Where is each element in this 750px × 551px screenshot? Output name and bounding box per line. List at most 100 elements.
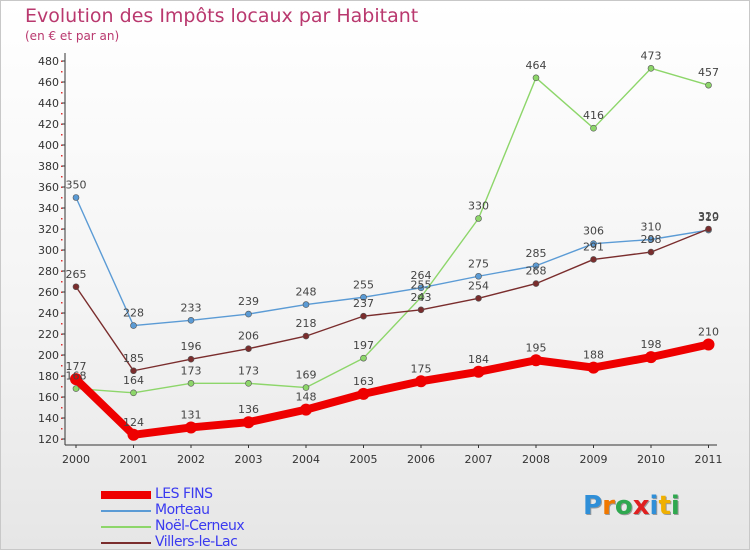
data-label: 124 bbox=[123, 416, 144, 429]
y-axis-minor-dot bbox=[61, 428, 63, 430]
data-label: 164 bbox=[123, 374, 144, 387]
y-axis-minor-dot bbox=[61, 260, 63, 262]
data-point bbox=[532, 262, 540, 270]
y-axis-minor-dot bbox=[61, 144, 63, 146]
data-label: 206 bbox=[238, 330, 259, 343]
data-point bbox=[360, 354, 367, 362]
y-axis-minor-dot bbox=[61, 344, 63, 346]
data-label: 265 bbox=[66, 268, 87, 281]
legend-swatch bbox=[101, 542, 151, 544]
data-point bbox=[72, 194, 80, 201]
data-label: 350 bbox=[66, 179, 87, 192]
data-label: 254 bbox=[468, 279, 489, 292]
data-label: 310 bbox=[641, 221, 662, 234]
y-axis-minor-dot bbox=[61, 438, 63, 440]
data-point bbox=[187, 355, 195, 363]
y-axis-minor-dot bbox=[61, 281, 63, 283]
x-tick-label: 2011 bbox=[695, 453, 723, 466]
x-tick-label: 2002 bbox=[177, 453, 205, 466]
data-point bbox=[360, 293, 367, 301]
data-point bbox=[242, 416, 255, 429]
legend-label: Morteau bbox=[155, 502, 210, 518]
y-axis-minor-dot bbox=[61, 239, 63, 241]
y-axis-minor-dot bbox=[61, 113, 63, 115]
data-point bbox=[417, 293, 425, 301]
y-axis-minor-dot bbox=[61, 186, 63, 188]
y-axis-minor-dot bbox=[61, 323, 63, 325]
legend-label: Villers-le-Lac bbox=[155, 534, 238, 550]
data-label: 285 bbox=[526, 247, 547, 260]
series-les-fins bbox=[70, 338, 715, 441]
x-tick-label: 2008 bbox=[522, 453, 550, 466]
data-point bbox=[72, 385, 80, 392]
y-tick-label: 480 bbox=[38, 55, 59, 68]
series-no-l-cerneux bbox=[72, 65, 712, 397]
data-point bbox=[360, 312, 367, 320]
data-label: 173 bbox=[238, 364, 259, 377]
data-point bbox=[590, 124, 597, 132]
data-point bbox=[645, 351, 657, 364]
data-point bbox=[130, 322, 137, 329]
data-label: 228 bbox=[123, 307, 144, 320]
y-axis-minor-dot bbox=[61, 218, 63, 220]
data-point bbox=[130, 389, 137, 397]
data-point bbox=[532, 280, 540, 287]
y-axis-minor-dot bbox=[61, 71, 63, 73]
data-label: 173 bbox=[181, 364, 202, 377]
data-label: 298 bbox=[641, 233, 662, 246]
data-point bbox=[70, 373, 82, 386]
logo-letter: x bbox=[632, 491, 650, 521]
data-label: 473 bbox=[641, 49, 662, 62]
y-tick-label: 140 bbox=[38, 412, 59, 425]
data-label: 136 bbox=[238, 403, 259, 416]
y-axis-minor-dot bbox=[61, 207, 63, 209]
y-axis-minor-dot bbox=[61, 354, 63, 356]
logo-letter: t bbox=[658, 491, 671, 521]
x-tick-label: 2000 bbox=[62, 453, 90, 466]
x-tick-label: 2010 bbox=[637, 453, 665, 466]
data-label: 198 bbox=[641, 338, 662, 351]
y-axis-minor-dot bbox=[61, 270, 63, 272]
data-label: 131 bbox=[181, 408, 202, 421]
legend: LES FINS Morteau Noël-Cerneux Villers-le-La… bbox=[101, 486, 301, 551]
data-point bbox=[587, 361, 600, 374]
data-label: 306 bbox=[583, 225, 604, 238]
x-tick-label: 2001 bbox=[120, 453, 148, 466]
data-point bbox=[245, 310, 252, 318]
y-tick-label: 460 bbox=[38, 76, 59, 89]
data-point bbox=[590, 240, 597, 247]
legend-swatch bbox=[101, 510, 151, 512]
x-tick-label: 2009 bbox=[580, 453, 608, 466]
data-label: 268 bbox=[526, 265, 547, 278]
data-point bbox=[472, 365, 485, 378]
y-tick-label: 200 bbox=[38, 349, 59, 362]
data-point bbox=[417, 306, 425, 314]
logo-letter: r bbox=[602, 491, 615, 521]
y-axis-minor-dot bbox=[61, 176, 63, 178]
data-label: 291 bbox=[583, 240, 604, 253]
data-point bbox=[302, 332, 310, 340]
data-label: 175 bbox=[411, 362, 432, 375]
data-label: 464 bbox=[526, 59, 547, 72]
data-label: 195 bbox=[526, 341, 547, 354]
data-label: 239 bbox=[238, 295, 259, 308]
y-axis-minor-dot bbox=[61, 123, 63, 125]
logo-letter: P bbox=[583, 491, 603, 521]
y-axis-minor-dot bbox=[61, 407, 63, 409]
data-point bbox=[127, 428, 140, 441]
legend-item: Noël-Cerneux bbox=[101, 518, 301, 535]
data-label: 275 bbox=[468, 257, 489, 270]
data-label: 319 bbox=[698, 211, 719, 224]
y-tick-label: 360 bbox=[38, 181, 59, 194]
data-label: 197 bbox=[353, 339, 374, 352]
data-label: 177 bbox=[66, 360, 87, 373]
data-label: 264 bbox=[411, 269, 432, 282]
data-label: 163 bbox=[353, 375, 374, 388]
y-axis-minor-dot bbox=[61, 134, 63, 136]
legend-swatch bbox=[101, 491, 151, 499]
series-line bbox=[75, 67, 710, 394]
y-tick-label: 320 bbox=[38, 223, 59, 236]
data-point bbox=[357, 387, 370, 400]
data-label: 168 bbox=[66, 370, 87, 383]
